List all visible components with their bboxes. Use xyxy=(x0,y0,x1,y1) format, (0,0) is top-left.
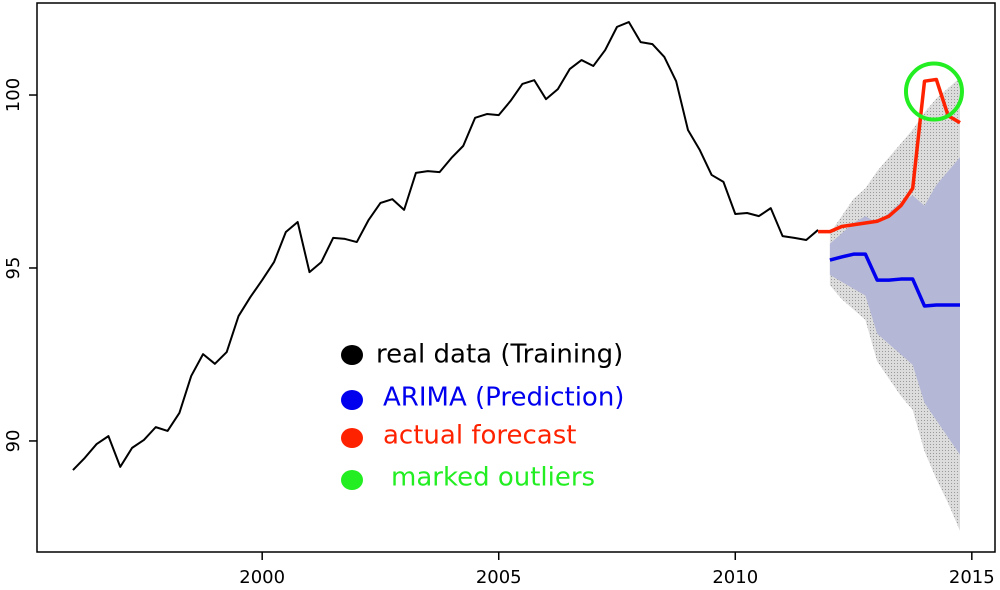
legend-label: ARIMA (Prediction) xyxy=(383,383,624,413)
x-tick-label: 2005 xyxy=(476,567,522,588)
y-tick-label: 100 xyxy=(3,78,24,112)
outlier-mark xyxy=(903,61,964,122)
x-tick-label: 2015 xyxy=(949,567,995,588)
series-line xyxy=(829,252,960,308)
plot-frame xyxy=(36,2,996,553)
y-tick-label: 95 xyxy=(3,257,24,280)
legend-label: real data (Training) xyxy=(376,340,623,370)
legend-marker xyxy=(341,470,363,490)
legend-marker xyxy=(341,428,363,448)
series-line xyxy=(72,21,819,471)
legend-label: marked outliers xyxy=(391,463,595,493)
legend-label: actual forecast xyxy=(383,421,576,451)
y-tick-label: 90 xyxy=(3,430,24,453)
x-tick-label: 2010 xyxy=(712,567,758,588)
legend-marker xyxy=(341,345,363,365)
confidence-band xyxy=(829,157,960,455)
series-line xyxy=(818,77,961,234)
legend-marker xyxy=(341,390,363,410)
x-tick-label: 2000 xyxy=(239,567,285,588)
